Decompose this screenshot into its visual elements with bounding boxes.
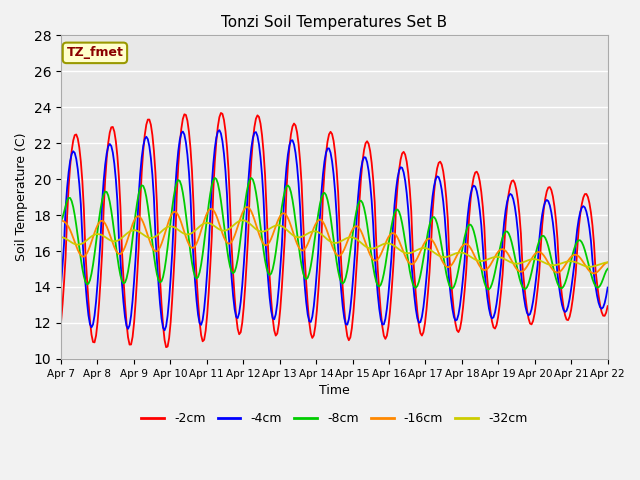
Text: TZ_fmet: TZ_fmet xyxy=(67,47,124,60)
Y-axis label: Soil Temperature (C): Soil Temperature (C) xyxy=(15,133,28,262)
Legend: -2cm, -4cm, -8cm, -16cm, -32cm: -2cm, -4cm, -8cm, -16cm, -32cm xyxy=(136,407,532,430)
Title: Tonzi Soil Temperatures Set B: Tonzi Soil Temperatures Set B xyxy=(221,15,447,30)
X-axis label: Time: Time xyxy=(319,384,349,397)
